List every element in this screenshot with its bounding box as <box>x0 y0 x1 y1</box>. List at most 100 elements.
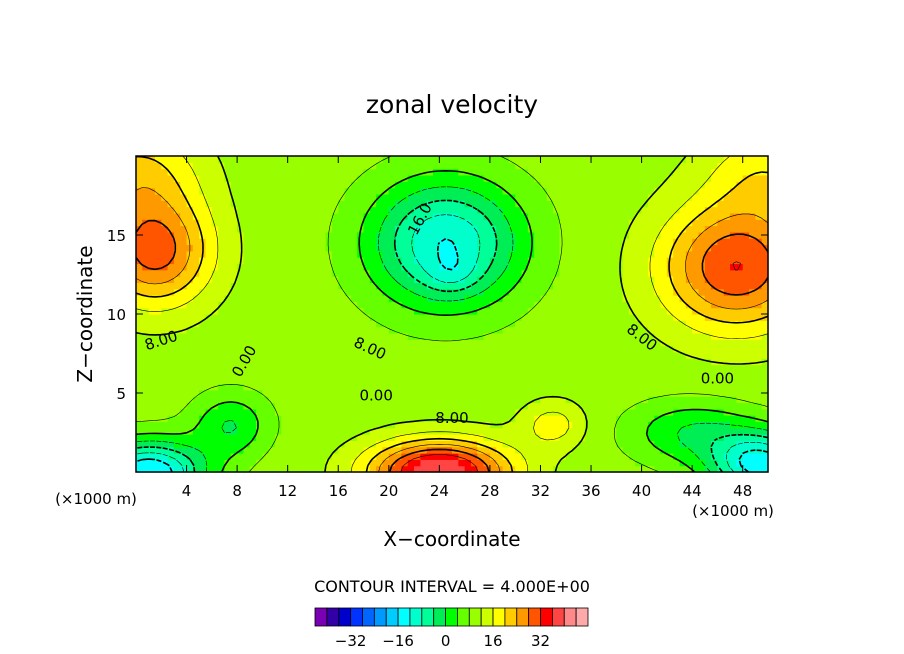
field-cell <box>180 459 188 467</box>
field-cell <box>540 282 548 290</box>
field-cell <box>603 307 611 315</box>
field-cell <box>186 351 194 359</box>
field-cell <box>464 269 472 277</box>
field-cell <box>698 440 706 448</box>
field-cell <box>679 200 687 208</box>
field-cell <box>489 295 497 302</box>
field-cell <box>578 288 586 296</box>
field-cell <box>186 440 194 448</box>
field-cell <box>376 389 384 397</box>
field-cell <box>237 459 245 467</box>
field-cell <box>647 307 655 315</box>
field-cell <box>325 377 333 385</box>
field-cell <box>641 358 649 366</box>
field-cell <box>249 187 257 195</box>
field-cell <box>426 408 434 416</box>
field-cell <box>268 263 276 271</box>
field-cell <box>635 408 643 416</box>
field-cell <box>199 269 207 277</box>
field-cell <box>470 358 478 366</box>
field-cell <box>711 307 719 315</box>
field-cell <box>224 301 232 309</box>
field-cell <box>736 377 744 385</box>
field-cell <box>616 332 624 340</box>
field-cell <box>420 396 428 404</box>
field-cell <box>641 269 649 277</box>
field-cell <box>502 269 510 277</box>
field-cell <box>502 212 510 220</box>
field-cell <box>331 459 339 467</box>
field-cell <box>401 200 409 208</box>
field-cell <box>679 307 687 315</box>
field-cell <box>660 389 668 397</box>
field-cell <box>692 181 700 189</box>
field-cell <box>148 257 156 265</box>
field-cell <box>628 427 636 435</box>
field-cell <box>363 257 371 265</box>
field-cell <box>192 162 200 170</box>
field-cell <box>388 301 396 309</box>
field-cell <box>211 238 219 246</box>
field-cell <box>616 370 624 378</box>
field-cell <box>312 250 320 258</box>
field-cell <box>192 358 200 366</box>
field-cell <box>331 307 339 315</box>
field-cell <box>294 314 301 321</box>
field-cell <box>325 345 333 353</box>
field-cell <box>154 225 162 233</box>
field-cell <box>173 187 181 195</box>
field-cell <box>173 332 181 340</box>
field-cell <box>136 181 143 189</box>
field-cell <box>546 263 554 271</box>
field-cell <box>186 174 194 182</box>
field-cell <box>704 162 712 170</box>
field-cell <box>603 263 611 271</box>
field-cell <box>534 314 542 321</box>
field-cell <box>730 339 737 347</box>
field-cell <box>496 276 504 283</box>
field-cell <box>199 181 207 189</box>
field-cell <box>641 408 649 416</box>
field-cell <box>369 269 377 277</box>
field-cell <box>439 421 447 429</box>
field-cell <box>275 351 282 359</box>
field-cell <box>237 206 245 214</box>
field-cell <box>180 370 188 378</box>
field-cell <box>136 408 143 416</box>
field-cell <box>717 453 725 460</box>
field-cell <box>628 181 636 189</box>
field-cell <box>489 206 497 214</box>
field-cell <box>338 396 346 404</box>
field-cell <box>559 307 567 315</box>
field-cell <box>540 434 548 441</box>
field-cell <box>230 453 238 460</box>
field-cell <box>635 434 643 441</box>
field-cell <box>224 383 232 391</box>
field-cell <box>635 358 643 366</box>
field-cell <box>685 219 693 227</box>
field-cell <box>502 156 510 163</box>
field-cell <box>376 351 384 359</box>
field-cell <box>388 282 396 290</box>
field-cell <box>395 168 403 176</box>
field-cell <box>723 193 731 201</box>
field-cell <box>287 351 295 359</box>
field-cell <box>553 434 561 441</box>
field-cell <box>363 421 371 429</box>
field-cell <box>294 162 301 170</box>
field-cell <box>275 238 282 246</box>
field-cell <box>685 225 693 233</box>
field-cell <box>312 200 320 208</box>
field-cell <box>154 383 162 391</box>
field-cell <box>553 244 561 252</box>
field-cell <box>711 295 719 302</box>
field-cell <box>230 187 238 195</box>
field-cell <box>458 263 466 271</box>
field-cell <box>546 446 554 454</box>
field-cell <box>420 193 428 201</box>
field-cell <box>395 453 403 460</box>
field-cell <box>180 193 188 201</box>
field-cell <box>224 200 232 208</box>
field-cell <box>730 351 737 359</box>
field-cell <box>205 370 213 378</box>
